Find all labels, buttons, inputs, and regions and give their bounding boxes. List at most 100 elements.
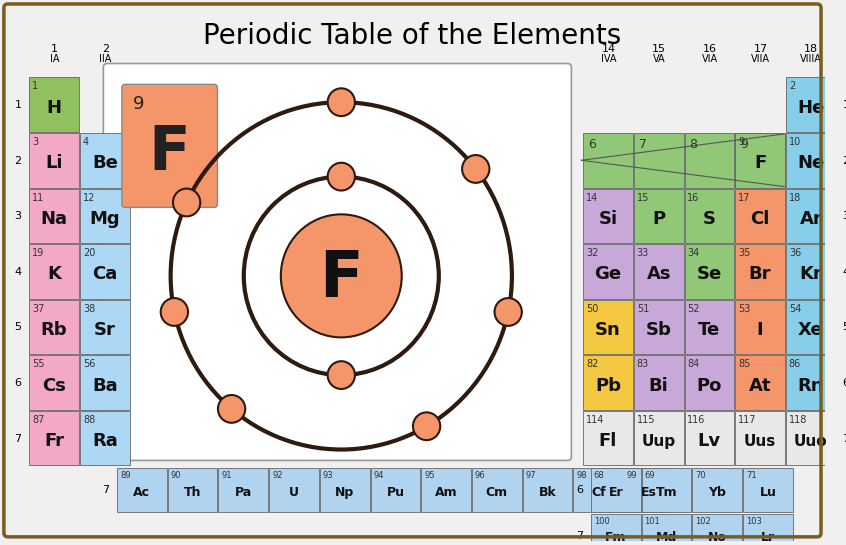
- Text: 4: 4: [843, 267, 846, 277]
- Text: 2: 2: [102, 44, 109, 53]
- Text: Xe: Xe: [798, 321, 824, 339]
- Bar: [583, 189, 633, 243]
- Text: 90: 90: [171, 471, 181, 480]
- Circle shape: [495, 298, 522, 326]
- Bar: [743, 514, 793, 545]
- Bar: [30, 133, 79, 187]
- Bar: [583, 355, 633, 410]
- Bar: [80, 300, 129, 354]
- Text: 83: 83: [637, 359, 649, 369]
- Text: Pu: Pu: [387, 486, 404, 499]
- Text: 20: 20: [83, 248, 96, 258]
- Text: VA: VA: [653, 53, 666, 64]
- Text: 95: 95: [424, 471, 435, 480]
- Bar: [786, 244, 836, 299]
- Text: 16: 16: [688, 192, 700, 203]
- Bar: [634, 411, 684, 465]
- Bar: [634, 189, 684, 243]
- Bar: [30, 189, 79, 243]
- Bar: [371, 468, 420, 512]
- FancyBboxPatch shape: [122, 84, 217, 208]
- Bar: [684, 133, 734, 187]
- Text: 91: 91: [222, 471, 232, 480]
- Text: 102: 102: [695, 517, 711, 526]
- Text: 85: 85: [739, 359, 750, 369]
- Text: Cm: Cm: [486, 486, 508, 499]
- Text: Er: Er: [608, 486, 624, 499]
- Circle shape: [327, 361, 355, 389]
- Text: 94: 94: [373, 471, 384, 480]
- Bar: [168, 468, 217, 512]
- Text: 92: 92: [272, 471, 283, 480]
- Text: 34: 34: [688, 248, 700, 258]
- Bar: [735, 355, 785, 410]
- Text: 101: 101: [645, 517, 660, 526]
- Text: VIIA: VIIA: [751, 53, 770, 64]
- FancyBboxPatch shape: [103, 64, 571, 461]
- Text: 33: 33: [637, 248, 649, 258]
- Text: Sn: Sn: [595, 321, 621, 339]
- Text: Pa: Pa: [234, 486, 252, 499]
- Bar: [583, 133, 633, 187]
- Text: S: S: [703, 210, 716, 228]
- Bar: [80, 133, 129, 187]
- Text: 10: 10: [788, 137, 801, 147]
- Text: 15: 15: [637, 192, 649, 203]
- Text: 3: 3: [32, 137, 38, 147]
- Text: Bi: Bi: [649, 377, 668, 395]
- Text: Po: Po: [697, 377, 722, 395]
- Text: 15: 15: [652, 44, 666, 53]
- Bar: [684, 189, 734, 243]
- Bar: [523, 468, 573, 512]
- Bar: [641, 514, 691, 545]
- Text: At: At: [749, 377, 772, 395]
- Text: K: K: [47, 265, 61, 283]
- Text: Md: Md: [656, 531, 677, 544]
- Text: Li: Li: [46, 154, 63, 172]
- Text: I: I: [757, 321, 763, 339]
- Text: 7: 7: [639, 138, 646, 151]
- Bar: [692, 514, 742, 545]
- Text: Sb: Sb: [645, 321, 672, 339]
- Text: 7: 7: [14, 434, 21, 444]
- Text: 93: 93: [323, 471, 333, 480]
- Bar: [684, 411, 734, 465]
- Text: 98: 98: [576, 471, 587, 480]
- Text: Sr: Sr: [94, 321, 116, 339]
- Bar: [684, 300, 734, 354]
- Text: Ba: Ba: [92, 377, 118, 395]
- Text: 86: 86: [788, 359, 801, 369]
- Text: 32: 32: [586, 248, 598, 258]
- Text: 4: 4: [14, 267, 21, 277]
- Bar: [786, 300, 836, 354]
- Bar: [30, 355, 79, 410]
- Bar: [80, 411, 129, 465]
- Text: VIA: VIA: [702, 53, 718, 64]
- Bar: [735, 133, 785, 187]
- Text: Se: Se: [697, 265, 722, 283]
- Text: 5: 5: [843, 323, 846, 332]
- Bar: [692, 468, 742, 512]
- Text: 114: 114: [586, 415, 604, 425]
- Bar: [472, 468, 522, 512]
- Text: 118: 118: [788, 415, 807, 425]
- Text: Uup: Uup: [641, 434, 676, 449]
- Text: 7: 7: [576, 531, 583, 541]
- Circle shape: [173, 189, 201, 216]
- Circle shape: [327, 163, 355, 191]
- Text: 6: 6: [14, 378, 21, 388]
- Text: Ge: Ge: [595, 265, 622, 283]
- Text: 87: 87: [32, 415, 45, 425]
- Bar: [574, 468, 624, 512]
- Text: 6: 6: [843, 378, 846, 388]
- Text: Ar: Ar: [799, 210, 822, 228]
- Text: F: F: [149, 124, 190, 183]
- Text: 1: 1: [843, 100, 846, 110]
- Text: Pb: Pb: [595, 377, 621, 395]
- Text: 3: 3: [843, 211, 846, 221]
- Text: 11: 11: [32, 192, 45, 203]
- Text: 38: 38: [83, 304, 95, 313]
- Text: Ac: Ac: [134, 486, 151, 499]
- Text: 82: 82: [586, 359, 598, 369]
- Text: 18: 18: [788, 192, 801, 203]
